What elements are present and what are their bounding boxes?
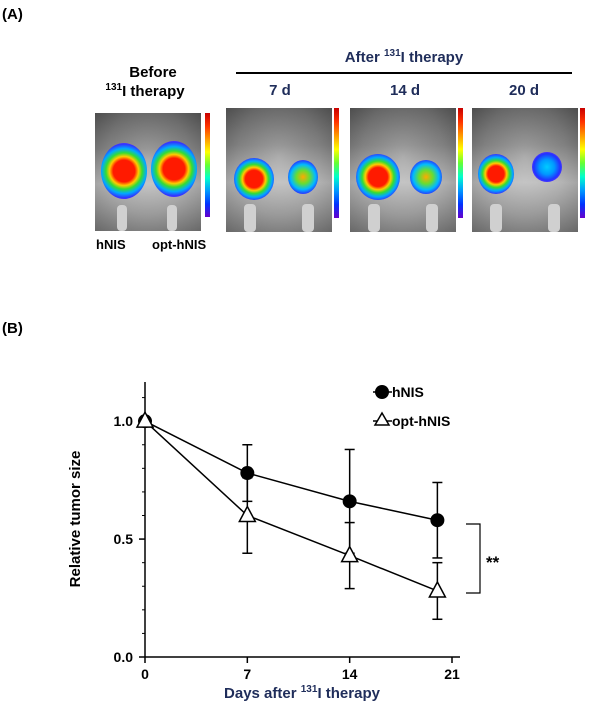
panel-a-label: (A) xyxy=(2,6,23,23)
x-axis-label-sup: 131 xyxy=(301,684,318,695)
tumor-signal-opt-hnis xyxy=(151,141,197,197)
significance-bracket xyxy=(466,523,481,594)
bli-image-20d xyxy=(472,108,578,232)
panel-b-label: (B) xyxy=(2,320,23,337)
x-axis-label-rest: I therapy xyxy=(317,685,380,702)
x-tick-label: 0 xyxy=(141,666,149,682)
x-tick-label: 14 xyxy=(342,666,358,682)
data-point-opt-hnis xyxy=(340,544,359,563)
bli-image-14d xyxy=(350,108,456,232)
x-tick-label: 7 xyxy=(243,666,251,682)
legend: hNIS opt-hNIS xyxy=(373,384,450,429)
bli-image-7d xyxy=(226,108,332,232)
colorbar-before xyxy=(205,113,210,217)
colorbar-14d xyxy=(458,108,463,218)
tumor-signal-hnis-7d xyxy=(234,158,274,200)
y-axis-label: Relative tumor size xyxy=(67,451,84,588)
before-header-line2: 131I therapy xyxy=(80,82,210,100)
data-point-opt-hnis xyxy=(428,580,447,598)
bli-image-before xyxy=(95,113,201,231)
data-point-opt-hnis xyxy=(238,504,257,523)
legend-marker-hnis xyxy=(375,385,389,399)
y-tick-label: 0.0 xyxy=(114,649,134,665)
after-header-sup: 131 xyxy=(383,48,401,59)
caption-hnis: hNIS xyxy=(96,237,126,252)
caption-opt-hnis: opt-hNIS xyxy=(152,237,207,252)
colorbar-20d xyxy=(580,108,585,218)
data-point-hnis xyxy=(430,513,445,528)
legend-label-opt-hnis: opt-hNIS xyxy=(392,413,450,429)
x-axis-label: Days after 131I therapy xyxy=(224,684,381,702)
tumor-signal-hnis xyxy=(101,143,147,199)
tumor-signal-opt-hnis-20d xyxy=(532,152,562,182)
after-header-rule xyxy=(236,72,572,74)
before-header-line1: Before xyxy=(129,64,177,81)
legend-label-hnis: hNIS xyxy=(392,384,424,400)
colorbar-7d xyxy=(334,108,339,218)
before-header-rest: I therapy xyxy=(122,83,185,100)
x-tick-label: 21 xyxy=(444,666,460,682)
tumor-signal-opt-hnis-7d xyxy=(288,160,318,194)
after-header-rest: I therapy xyxy=(400,49,464,66)
series-line-opt-hnis xyxy=(144,420,438,592)
series-line-hnis xyxy=(144,420,438,521)
x-axis-label-prefix: Days after xyxy=(224,685,301,702)
legend-marker-opt-hnis xyxy=(373,411,391,426)
after-header: After 131I therapy xyxy=(236,48,572,66)
timepoint-label-7d: 7 d xyxy=(269,82,291,99)
after-header-prefix: After xyxy=(344,49,384,66)
tumor-signal-hnis-14d xyxy=(356,154,400,200)
before-header-sup: 131 xyxy=(105,82,123,93)
y-tick-label: 1.0 xyxy=(114,413,134,429)
tumor-signal-hnis-20d xyxy=(478,154,514,194)
data-point-opt-hnis xyxy=(135,410,155,428)
timepoint-label-20d: 20 d xyxy=(508,82,539,99)
significance-annotation: ** xyxy=(486,553,500,572)
y-tick-label: 0.5 xyxy=(114,531,134,547)
data-point-hnis xyxy=(240,466,255,481)
tumor-signal-opt-hnis-14d xyxy=(410,160,442,194)
data-point-hnis xyxy=(342,494,357,509)
timepoint-label-14d: 14 d xyxy=(389,82,420,99)
